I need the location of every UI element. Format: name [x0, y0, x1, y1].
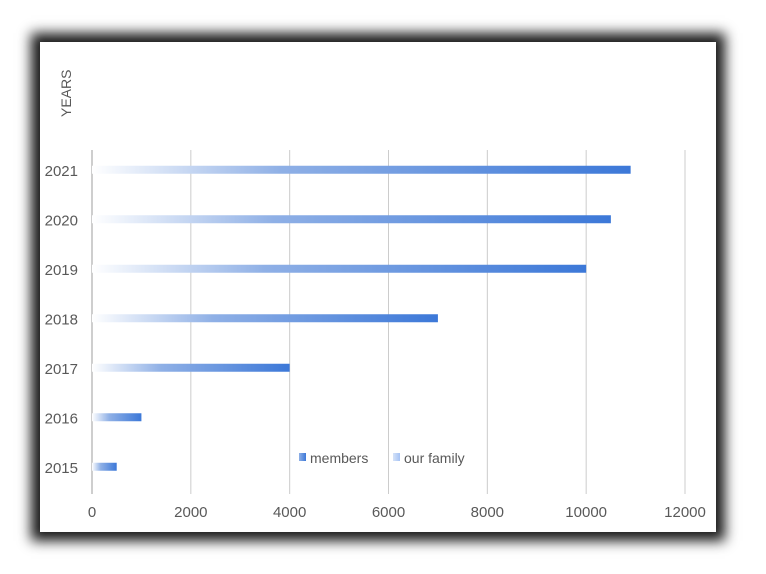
x-tick-label: 6000	[372, 504, 405, 521]
bar-members-2020	[92, 215, 611, 224]
x-tick-label: 12000	[664, 504, 706, 521]
y-tick-label: 2017	[45, 361, 78, 378]
bar-members-2016	[92, 413, 142, 422]
x-tick-label: 8000	[471, 504, 504, 521]
bar-members-2019	[92, 264, 587, 273]
bar-members-2015	[92, 462, 117, 471]
legend-label-members: members	[310, 450, 368, 466]
y-tick-label: 2019	[45, 262, 78, 279]
y-tick-label: 2015	[45, 460, 78, 477]
x-tick-label: 4000	[273, 504, 306, 521]
y-tick-label: 2020	[45, 212, 78, 229]
bar-members-2018	[92, 314, 438, 323]
x-tick-label: 10000	[565, 504, 607, 521]
bar-members-2017	[92, 363, 290, 372]
legend-swatch-members	[299, 453, 306, 461]
legend-label-our-family: our family	[404, 450, 465, 466]
x-tick-labels: 0 2000 4000 6000 8000 10000 12000	[88, 504, 706, 521]
bars	[92, 165, 631, 471]
y-axis-title: YEARS	[58, 70, 74, 117]
bar-members-2021	[92, 165, 631, 174]
x-tick-label: 0	[88, 504, 96, 521]
x-tick-label: 2000	[174, 504, 207, 521]
chart-card	[40, 42, 716, 532]
y-tick-label: 2018	[45, 311, 78, 328]
legend: members our family	[299, 450, 465, 466]
y-tick-labels: 2015 2016 2017 2018 2019 2020 2021	[45, 163, 78, 477]
legend-swatch-our-family	[393, 453, 400, 461]
y-tick-label: 2021	[45, 163, 78, 180]
y-tick-label: 2016	[45, 410, 78, 427]
